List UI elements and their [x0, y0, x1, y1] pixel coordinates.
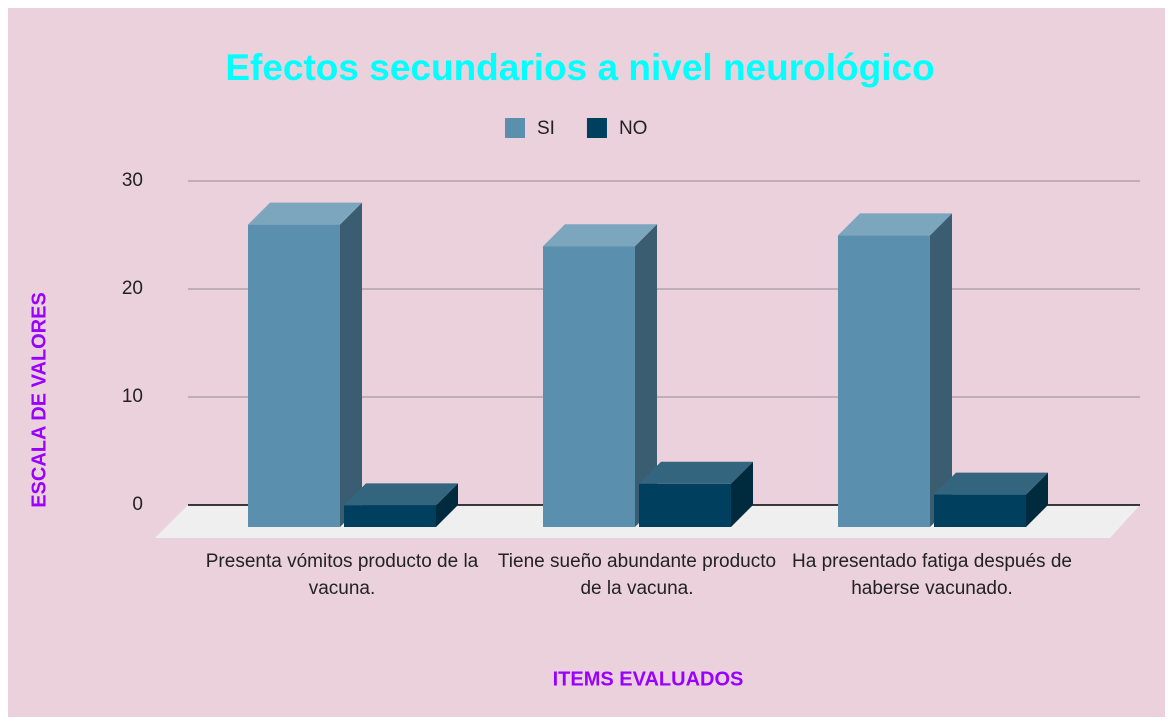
legend-label: NO	[619, 118, 648, 139]
legend-swatch	[586, 118, 607, 138]
bar-top	[838, 213, 952, 236]
bar	[248, 224, 340, 527]
y-axis-title: ESCALA DE VALORES	[28, 292, 50, 508]
bar-side	[1026, 472, 1048, 527]
chart-title: Efectos secundarios a nivel neurológico	[225, 47, 934, 88]
x-tick-label: Tiene sueño abundante producto de la vac…	[497, 551, 777, 599]
bar-top	[543, 224, 657, 247]
y-tick-label: 10	[122, 386, 143, 407]
bar-top	[344, 483, 458, 506]
bar-side	[340, 202, 362, 527]
legend-swatch	[505, 118, 525, 138]
bar	[838, 235, 930, 527]
bar-top	[248, 202, 362, 225]
y-tick-label: 0	[132, 494, 143, 515]
bar-side	[635, 224, 657, 527]
bar-side	[731, 461, 753, 527]
y-tick-label: 20	[122, 278, 143, 299]
legend-label: SI	[537, 118, 555, 139]
bar-top	[934, 472, 1048, 495]
x-tick-label: Presenta vómitos producto de la vacuna.	[205, 551, 479, 599]
bar	[344, 505, 436, 527]
x-tick-label: Ha presentado fatiga después de haberse …	[792, 551, 1072, 599]
bar	[543, 246, 635, 527]
x-axis-title: ITEMS EVALUADOS	[553, 668, 744, 690]
bar	[639, 483, 731, 527]
bar-side	[930, 213, 952, 527]
y-tick-label: 30	[122, 170, 143, 191]
bar	[934, 494, 1026, 527]
bar-side	[436, 483, 458, 527]
bar-top	[639, 461, 753, 484]
